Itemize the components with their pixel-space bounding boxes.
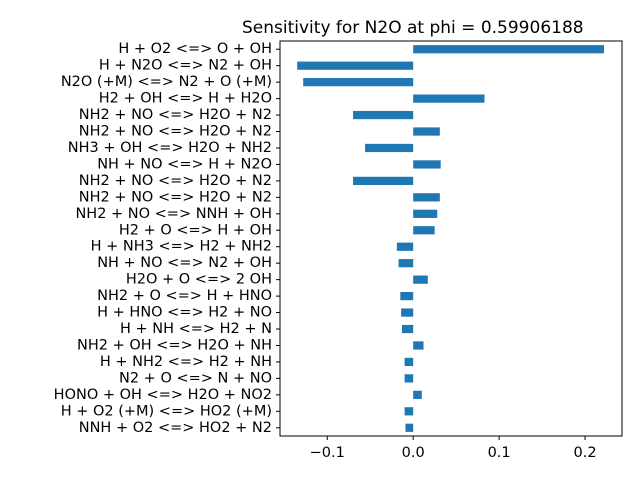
bar-5 bbox=[413, 127, 440, 136]
y-tick-label-19: H + NH2 <=> H2 + NH bbox=[100, 354, 272, 370]
bar-3 bbox=[413, 94, 485, 103]
y-tick-label-18: NH2 + OH <=> H2O + NH bbox=[77, 337, 272, 353]
bar-22 bbox=[404, 407, 414, 416]
y-axis-ticks: H + O2 <=> O + OHH + N2O <=> N2 + OHN2O … bbox=[54, 41, 280, 436]
bars-group bbox=[297, 45, 604, 432]
y-tick-label-22: H + O2 (+M) <=> HO2 (+M) bbox=[61, 403, 272, 419]
bar-14 bbox=[413, 275, 428, 284]
y-tick-label-4: NH2 + NO <=> H2O + N2 bbox=[79, 107, 272, 123]
y-tick-label-14: H2O + O <=> 2 OH bbox=[126, 272, 272, 288]
bar-1 bbox=[297, 61, 414, 70]
x-tick-label-0: −0.1 bbox=[310, 445, 345, 461]
bar-6 bbox=[365, 143, 414, 153]
bar-0 bbox=[413, 45, 604, 54]
bar-17 bbox=[402, 324, 414, 334]
x-axis-ticks: −0.1 0.0 0.1 0.2 bbox=[310, 436, 597, 461]
y-tick-label-12: H + NH3 <=> H2 + NH2 bbox=[91, 239, 272, 255]
y-tick-label-9: NH2 + NO <=> H2O + N2 bbox=[79, 189, 272, 205]
bar-21 bbox=[413, 390, 422, 399]
plot-frame bbox=[279, 40, 623, 437]
y-tick-label-6: NH3 + OH <=> H2O + NH2 bbox=[68, 140, 272, 156]
bar-19 bbox=[404, 357, 414, 367]
x-tick-label-1: 0.0 bbox=[402, 445, 425, 461]
y-tick-label-3: H2 + OH <=> H + H2O bbox=[99, 91, 272, 107]
y-tick-label-5: NH2 + NO <=> H2O + N2 bbox=[79, 124, 272, 140]
x-tick-label-2: 0.1 bbox=[488, 445, 511, 461]
y-tick-label-0: H + O2 <=> O + OH bbox=[118, 41, 272, 57]
y-tick-label-15: NH2 + O <=> H + HNO bbox=[97, 288, 272, 304]
y-tick-label-20: N2 + O <=> N + NO bbox=[119, 370, 272, 386]
bar-20 bbox=[404, 374, 414, 383]
bar-16 bbox=[401, 308, 414, 317]
bar-7 bbox=[413, 160, 441, 169]
y-tick-label-2: N2O (+M) <=> N2 + O (+M) bbox=[61, 74, 272, 90]
y-tick-label-10: NH2 + NO <=> NNH + OH bbox=[75, 206, 272, 222]
y-tick-label-11: H2 + O <=> H + OH bbox=[119, 222, 272, 238]
bar-12 bbox=[396, 242, 414, 251]
bar-8 bbox=[353, 176, 414, 186]
bar-4 bbox=[353, 110, 414, 120]
bar-9 bbox=[413, 193, 440, 202]
x-tick-label-3: 0.2 bbox=[574, 445, 597, 461]
y-tick-label-8: NH2 + NO <=> H2O + N2 bbox=[79, 173, 272, 189]
bar-11 bbox=[413, 226, 435, 235]
chart-title: Sensitivity for N2O at phi = 0.59906188 bbox=[242, 18, 584, 38]
y-tick-label-7: NH + NO <=> H + N2O bbox=[97, 156, 272, 172]
bar-2 bbox=[303, 78, 414, 87]
bar-23 bbox=[405, 423, 414, 432]
y-tick-label-17: H + NH <=> H2 + N bbox=[120, 321, 272, 337]
bar-15 bbox=[400, 291, 414, 301]
bar-13 bbox=[398, 259, 414, 268]
y-tick-label-23: NNH + O2 <=> HO2 + N2 bbox=[79, 420, 272, 436]
y-tick-label-16: H + HNO <=> H2 + NO bbox=[97, 305, 272, 321]
y-tick-label-21: HONO + OH <=> H2O + NO2 bbox=[54, 387, 272, 403]
y-tick-label-1: H + N2O <=> N2 + OH bbox=[99, 58, 272, 74]
y-tick-label-13: NH + NO <=> N2 + OH bbox=[97, 255, 272, 271]
bar-10 bbox=[413, 209, 438, 218]
bar-18 bbox=[413, 341, 424, 350]
